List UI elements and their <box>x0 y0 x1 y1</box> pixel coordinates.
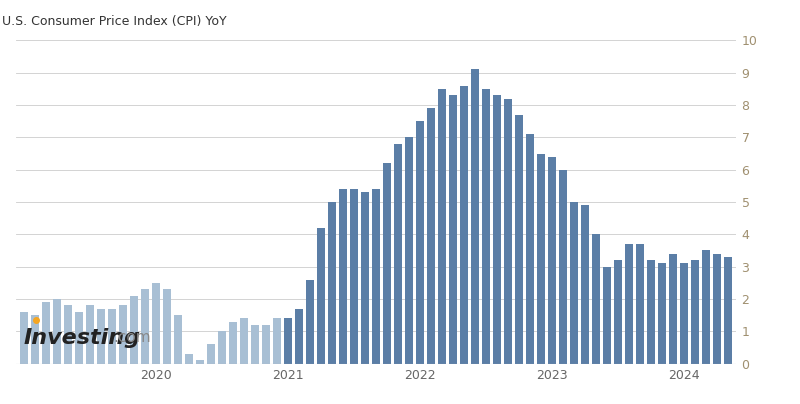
Bar <box>592 234 600 364</box>
Bar <box>317 228 325 364</box>
Bar <box>361 192 369 364</box>
Bar <box>394 144 402 364</box>
Text: Investing: Investing <box>23 328 140 348</box>
Bar <box>669 254 678 364</box>
Bar <box>42 302 50 364</box>
Bar <box>614 260 622 364</box>
Bar <box>30 315 39 364</box>
Bar <box>438 89 446 364</box>
Bar <box>218 331 226 364</box>
Bar <box>526 134 534 364</box>
Bar <box>130 296 138 364</box>
Bar <box>118 305 127 364</box>
Bar <box>196 360 204 364</box>
Bar <box>559 170 567 364</box>
Bar <box>427 108 435 364</box>
Bar <box>383 163 391 364</box>
Bar <box>19 312 28 364</box>
Bar <box>537 154 546 364</box>
Bar <box>416 121 424 364</box>
Bar <box>284 318 292 364</box>
Bar <box>97 309 105 364</box>
Bar <box>152 283 160 364</box>
Bar <box>240 318 248 364</box>
Bar <box>515 115 523 364</box>
Bar <box>702 250 710 364</box>
Bar <box>471 69 479 364</box>
Bar <box>306 280 314 364</box>
Bar <box>162 289 171 364</box>
Bar <box>262 325 270 364</box>
Bar <box>206 344 215 364</box>
Bar <box>548 157 556 364</box>
Bar <box>691 260 699 364</box>
Bar <box>658 263 666 364</box>
Bar <box>295 309 303 364</box>
Bar <box>372 189 380 364</box>
Bar <box>174 315 182 364</box>
Bar <box>185 354 193 364</box>
Bar <box>581 205 590 364</box>
Bar <box>405 137 413 364</box>
Bar <box>229 322 237 364</box>
Bar <box>53 299 61 364</box>
Bar <box>350 189 358 364</box>
Bar <box>570 202 578 364</box>
Bar <box>86 305 94 364</box>
Bar <box>250 325 259 364</box>
Bar <box>493 95 502 364</box>
Bar <box>647 260 655 364</box>
Bar <box>636 244 644 364</box>
Bar <box>460 86 468 364</box>
Bar <box>328 202 336 364</box>
Bar <box>504 99 512 364</box>
Bar <box>141 289 149 364</box>
Bar <box>449 95 457 364</box>
Bar <box>74 312 83 364</box>
Bar <box>273 318 281 364</box>
Text: U.S. Consumer Price Index (CPI) YoY: U.S. Consumer Price Index (CPI) YoY <box>2 15 226 27</box>
Bar <box>724 257 733 364</box>
Bar <box>482 89 490 364</box>
Text: .com: .com <box>114 330 151 345</box>
Bar <box>713 254 722 364</box>
Bar <box>339 189 347 364</box>
Bar <box>625 244 634 364</box>
Bar <box>603 267 611 364</box>
Bar <box>108 309 116 364</box>
Bar <box>680 263 688 364</box>
Bar <box>64 305 72 364</box>
